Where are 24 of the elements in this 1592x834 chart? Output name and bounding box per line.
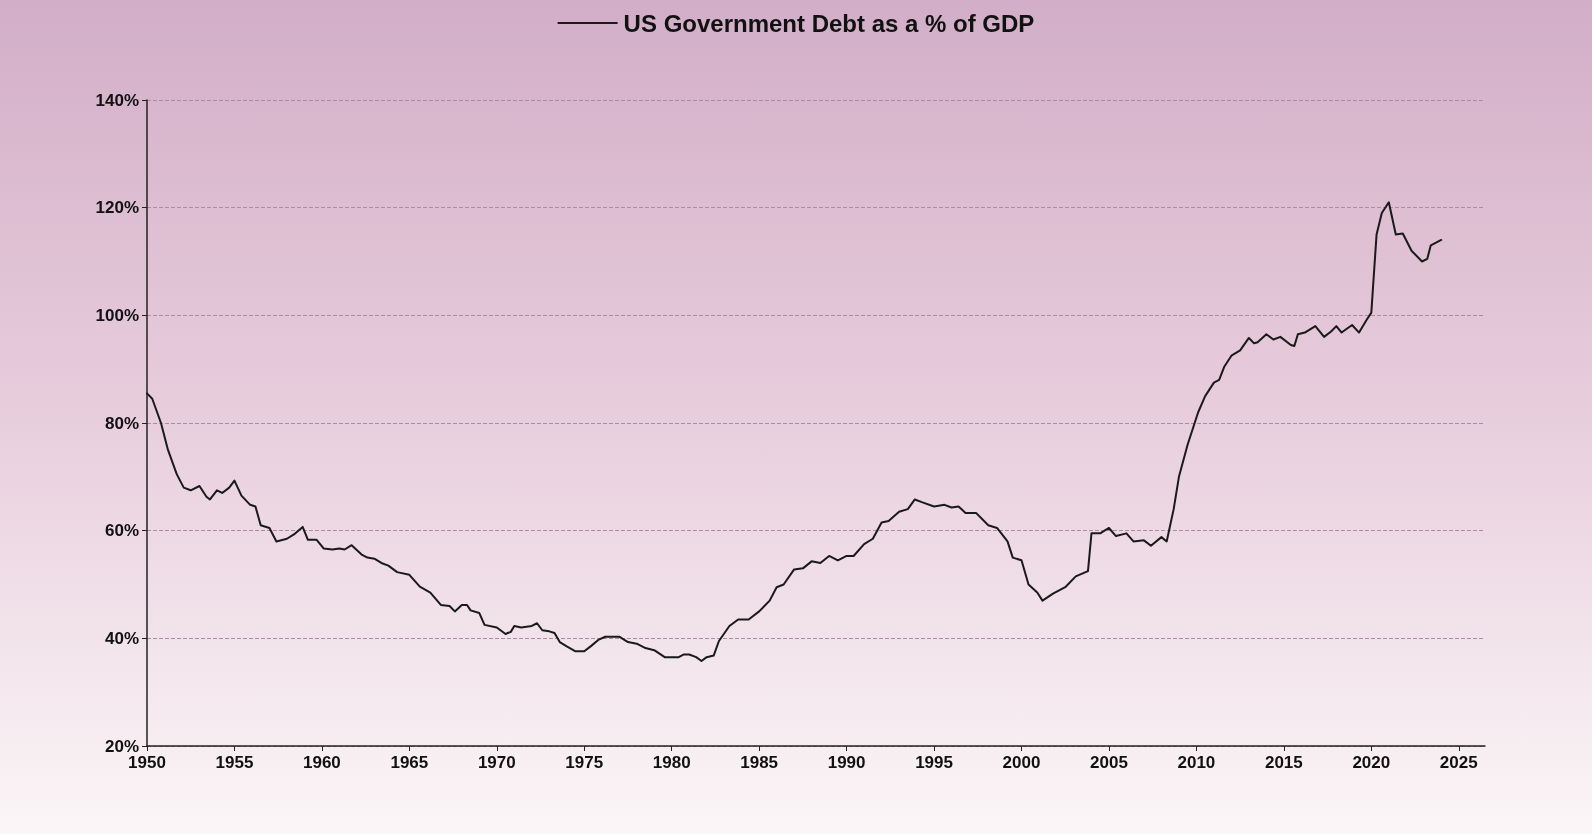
y-tick-label: 140% [95,90,139,110]
y-tick-label: 60% [104,521,139,541]
x-tick-label: 2005 [1090,753,1128,772]
x-tick-label: 2025 [1439,753,1478,772]
x-tick-label: 2000 [1002,753,1041,772]
x-tick-label: 1980 [652,753,691,772]
y-tick-label: 40% [104,628,139,648]
x-tick-label: 1970 [477,753,516,772]
y-tick-label: 80% [104,413,139,433]
x-tick-label: 2010 [1177,753,1216,772]
x-tick-label: 2020 [1352,753,1391,772]
x-tick-label: 1990 [827,753,866,772]
x-tick-label: 1960 [302,753,341,772]
x-tick-label: 1950 [128,753,166,772]
x-tick-label: 1995 [915,753,953,772]
y-tick-label: 20% [104,736,139,756]
x-tick-label: 1955 [215,753,254,772]
x-tick-label: 1985 [740,753,779,772]
x-tick-label: 2015 [1264,753,1303,772]
x-tick-label: 1965 [390,753,429,772]
y-tick-label: 100% [95,305,139,325]
y-tick-label: 120% [95,198,139,218]
legend-label: US Government Debt as a % of GDP [623,9,1035,37]
x-tick-label: 1975 [565,753,604,772]
